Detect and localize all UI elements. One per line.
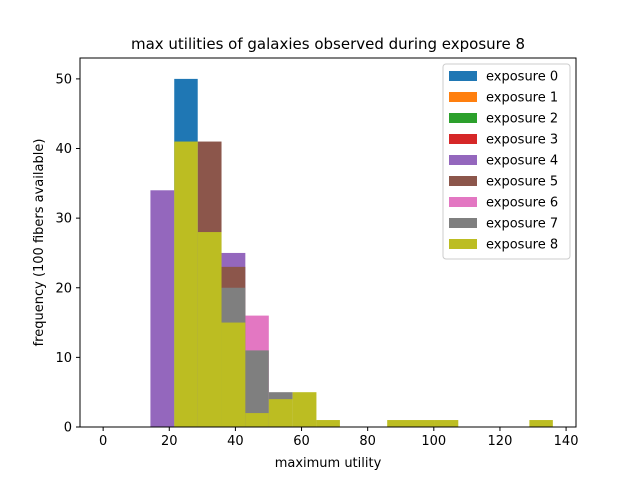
histogram-bars — [150, 78, 553, 428]
legend-label-exposure-0: exposure 0 — [486, 70, 558, 85]
legend-swatch-exposure-7 — [449, 218, 477, 228]
legend-swatch-exposure-8 — [449, 239, 477, 249]
bar-exposure-8-bin-3 — [245, 413, 269, 427]
x-tick-label: 100 — [421, 434, 446, 449]
legend-swatch-exposure-1 — [449, 92, 477, 102]
x-tick-label: 140 — [554, 434, 579, 449]
y-tick-label: 20 — [55, 281, 72, 296]
bar-exposure-8-bin-9 — [434, 420, 459, 427]
bar-exposure-8-bin-5 — [292, 392, 317, 427]
y-tick-label: 10 — [55, 351, 72, 366]
y-tick-label: 40 — [55, 142, 72, 157]
legend-label-exposure-1: exposure 1 — [486, 91, 558, 106]
legend-swatch-exposure-4 — [449, 155, 477, 165]
legend-label-exposure-4: exposure 4 — [486, 154, 558, 169]
bar-exposure-8-bin-2 — [221, 322, 246, 427]
bar-exposure-8-bin-4 — [268, 399, 293, 427]
y-tick-label: 50 — [55, 72, 72, 87]
chart-title: max utilities of galaxies observed durin… — [131, 35, 525, 53]
bar-exposure-8-bin-0 — [174, 141, 198, 427]
x-tick-label: 0 — [99, 434, 107, 449]
x-axis-ticks: 0 20 40 60 80 100 120 140 — [99, 427, 578, 449]
legend-label-exposure-3: exposure 3 — [486, 133, 558, 148]
legend: exposure 0 exposure 1 exposure 2 exposure 3… — [442, 63, 571, 260]
legend-label-exposure-5: exposure 5 — [486, 175, 558, 190]
legend-box — [442, 63, 571, 260]
y-axis-ticks: 0 10 20 30 40 50 — [55, 72, 80, 436]
legend-swatch-exposure-3 — [449, 134, 477, 144]
legend-swatch-exposure-2 — [449, 113, 477, 123]
legend-label-exposure-7: exposure 7 — [486, 217, 558, 232]
bar-exposure-7-bin-1 — [245, 350, 269, 427]
legend-label-exposure-2: exposure 2 — [486, 112, 558, 127]
bar-exposure-4-bin-0 — [150, 190, 175, 427]
x-tick-label: 60 — [293, 434, 310, 449]
bar-exposure-8-bin-1 — [197, 232, 222, 427]
x-axis-label: maximum utility — [275, 456, 382, 471]
x-tick-label: 20 — [161, 434, 178, 449]
x-tick-label: 40 — [227, 434, 244, 449]
bar-exposure-8-bin-8 — [410, 420, 435, 427]
legend-label-exposure-6: exposure 6 — [486, 196, 558, 211]
legend-swatch-exposure-0 — [449, 71, 477, 81]
y-tick-label: 0 — [64, 421, 72, 436]
x-tick-label: 80 — [359, 434, 376, 449]
y-axis-label: frequency (100 fibers available) — [32, 139, 47, 347]
x-tick-label: 120 — [488, 434, 513, 449]
bar-exposure-8-bin-7 — [387, 420, 411, 427]
bar-exposure-8-bin-6 — [316, 420, 340, 427]
legend-label-exposure-8: exposure 8 — [486, 238, 558, 253]
legend-swatch-exposure-6 — [449, 197, 477, 207]
axes-frame — [79, 57, 577, 428]
legend-swatch-exposure-5 — [449, 176, 477, 186]
y-tick-label: 30 — [55, 212, 72, 227]
bar-exposure-8-bin-10 — [529, 420, 553, 427]
